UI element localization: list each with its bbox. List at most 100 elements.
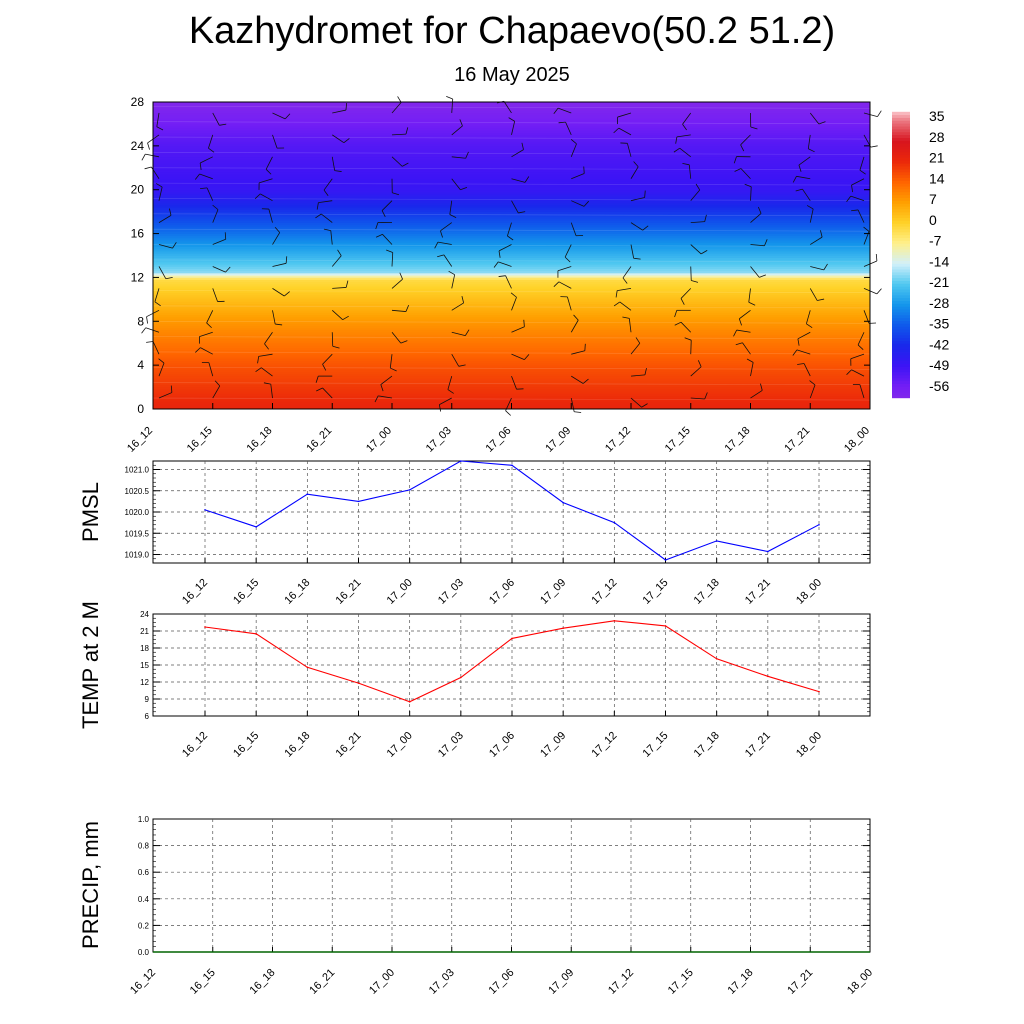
xtick-label: 17_21 [743,730,773,760]
heatmap-band [153,388,870,392]
data-point [357,500,360,503]
wind-barb-flag [553,107,559,114]
wind-barb-staff [451,331,466,337]
wind-barb-flag [798,164,802,172]
heatmap-band [153,114,870,118]
heatmap-band [153,112,870,116]
xtick-label: 17_15 [641,730,671,760]
xtick-label: 17_00 [385,577,415,607]
wind-barb-staff [320,213,333,223]
wind-barb-staff [810,236,823,245]
heatmap-band [153,176,870,180]
wind-barb-flag [405,127,409,135]
wind-barb-staff [212,112,220,126]
heatmap-band [153,178,870,182]
heatmap-band [153,220,870,223]
wind-barb-staff [511,200,519,214]
wind-barb-staff [156,112,160,127]
wind-barb-flag [322,364,327,371]
wind-barb-flag [635,337,641,344]
wind-barb-flag [342,315,349,321]
wind-barb-flag [508,117,515,122]
wind-barb-staff [323,178,333,191]
heatmap-xtick-label: 16_15 [185,425,215,455]
wind-barb-flag [697,360,702,367]
heatmap-ytick-label: 20 [131,183,145,197]
heatmap-band [153,193,870,197]
wind-barb-staff [511,297,517,311]
wind-barb-flag [257,356,260,364]
wind-barb-flag [375,233,383,238]
wind-barb-staff [809,384,816,399]
wind-barb-flag [146,316,149,324]
heatmap-band [153,171,870,175]
heatmap-band [153,378,870,381]
heatmap-band [153,364,870,368]
heatmap-band [153,165,870,169]
wind-barb-staff [200,347,213,355]
colorbar-segment [892,206,910,210]
colorbar-segment [892,186,910,190]
ytick-label: 9 [145,695,150,704]
wind-barb-flag [147,142,150,150]
wind-barb-flag [700,250,708,255]
wind-barb-staff [558,281,572,289]
data-point [408,489,411,491]
wind-barb-staff [798,156,811,166]
colorbar-segment [892,289,910,293]
wind-barb-staff [449,200,453,215]
wind-barb-flag [876,288,882,295]
wind-barb-staff [272,134,278,149]
xtick-label: 16_21 [307,967,337,997]
wind-barb-staff [739,310,751,320]
wind-barb-staff [630,343,641,355]
wind-barb-staff [690,244,702,255]
heatmap-band [153,399,870,403]
heatmap-band [153,213,870,217]
wind-barb-flag [316,202,319,210]
heatmap-band [153,270,870,274]
wind-barb-flag [212,204,219,210]
wind-barb-staff [511,375,517,390]
colorbar-segment [892,366,910,370]
wind-barb-flag [704,392,708,400]
wind-barb-flag [642,225,649,231]
colorbar-segment [892,128,910,133]
wind-barb-staff [630,397,642,408]
wind-barb-staff [796,175,811,180]
heatmap-band [153,117,870,120]
wind-barb-flag [386,249,393,253]
data-point [562,501,564,504]
colorbar-segment [892,183,910,187]
heatmap-xtick-label: 17_00 [364,425,394,455]
heatmap-band [153,206,870,210]
heatmap-band [153,272,870,276]
wind-barb-staff [622,266,632,279]
wind-barb-staff [212,238,226,245]
colorbar-label: -35 [929,316,949,332]
wind-barb-flag [283,291,290,297]
wind-barb-flag [165,276,173,280]
heatmap-band [153,334,870,337]
wind-barb-flag [857,344,864,351]
wind-barb-staff [511,178,526,183]
wind-barb-flag [405,304,410,312]
colorbar-segment [892,117,910,121]
wind-barb-staff [158,392,173,399]
wind-barb-staff [268,208,273,223]
heatmap-band [153,292,870,296]
wind-barb-staff [690,189,701,201]
heatmap-xtick-label: 17_15 [663,425,693,455]
wind-barb-staff [158,362,165,377]
wind-barb-flag [195,347,201,353]
xtick-label: 17_12 [589,577,619,607]
wind-barb-staff [447,375,453,390]
colorbar-segment [892,249,910,253]
heatmap-band [153,384,870,388]
heatmap-band [153,242,870,245]
wind-barb-flag [374,395,379,403]
wind-barb-flag [792,349,798,356]
wind-barb-flag [337,249,342,256]
heatmap-band [153,136,870,140]
wind-barb-flag [392,192,400,196]
